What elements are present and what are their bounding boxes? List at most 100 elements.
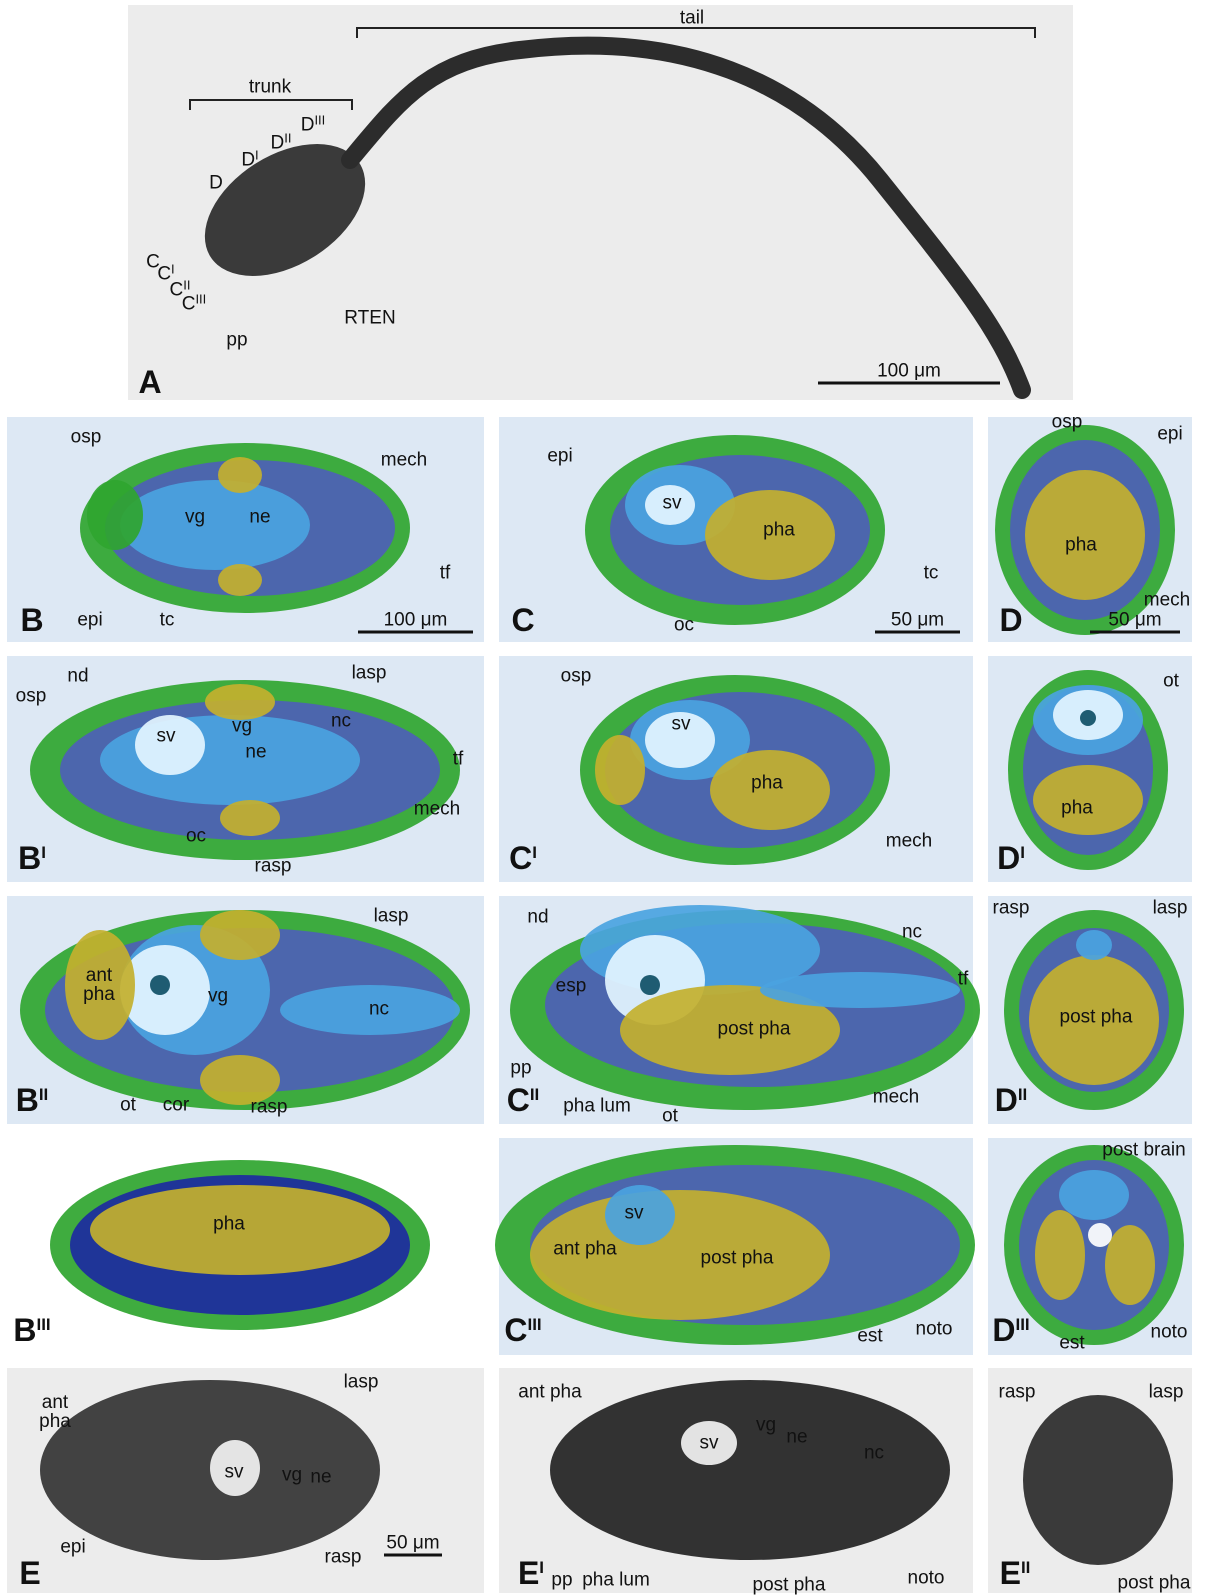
tissue-region xyxy=(1023,1395,1173,1565)
structure-label: est xyxy=(1059,1334,1084,1353)
structure-label: rasp xyxy=(251,1098,288,1117)
structure-label: DIII xyxy=(301,116,326,135)
structure-label: tf xyxy=(958,970,969,989)
structure-label: ant pha xyxy=(35,1393,75,1431)
structure-label: sv xyxy=(672,715,691,734)
label-superscript: I xyxy=(255,148,259,163)
structure-label: osp xyxy=(71,428,102,447)
panel-letter: CIII xyxy=(504,1314,541,1346)
label-superscript: I xyxy=(171,262,175,277)
structure-label: mech xyxy=(381,451,427,470)
label-text: B xyxy=(16,1082,39,1118)
tissue-region xyxy=(120,480,310,570)
structure-label: pp xyxy=(551,1571,572,1590)
structure-label: DII xyxy=(271,134,292,153)
label-superscript: II xyxy=(183,278,190,293)
structure-label: ne xyxy=(249,508,270,527)
label-text: D xyxy=(992,1312,1015,1348)
structure-label: pha xyxy=(763,521,795,540)
panel-letter: CII xyxy=(507,1084,540,1116)
tissue-region xyxy=(1088,1223,1112,1247)
structure-label: est xyxy=(857,1327,882,1346)
structure-label: nc xyxy=(864,1444,884,1463)
tissue-region xyxy=(760,972,960,1008)
label-text: B xyxy=(18,840,41,876)
structure-label: osp xyxy=(561,667,592,686)
tissue-region xyxy=(640,975,660,995)
label-text: E xyxy=(1000,1555,1021,1591)
label-superscript: II xyxy=(39,1085,48,1104)
label-superscript: III xyxy=(36,1315,50,1334)
label-superscript: I xyxy=(1020,843,1025,862)
structure-label: pha xyxy=(1065,536,1097,555)
structure-label: sv xyxy=(625,1204,644,1223)
structure-label: pha lum xyxy=(563,1097,631,1116)
tissue-region xyxy=(595,735,645,805)
label-superscript: III xyxy=(1015,1315,1029,1334)
label-superscript: II xyxy=(1018,1085,1027,1104)
structure-label: tc xyxy=(160,611,175,630)
label-superscript: III xyxy=(314,113,325,128)
scale-bar-label: 50 μm xyxy=(1108,611,1161,630)
label-superscript: II xyxy=(284,131,291,146)
panel-letter: DI xyxy=(997,842,1025,874)
label-text: E xyxy=(518,1555,539,1591)
structure-label: nc xyxy=(902,923,922,942)
structure-label: ant pha xyxy=(518,1383,581,1402)
label-text: D xyxy=(997,840,1020,876)
panel-letter: EII xyxy=(1000,1557,1031,1589)
structure-label: tail xyxy=(680,9,704,28)
structure-label: esp xyxy=(556,977,587,996)
scale-bar-label: 50 μm xyxy=(891,611,944,630)
panel-letter: E xyxy=(19,1557,40,1589)
structure-label: D xyxy=(209,174,223,193)
structure-label: vg xyxy=(208,987,228,1006)
tissue-region xyxy=(1076,930,1112,960)
structure-label: ne xyxy=(245,743,266,762)
structure-label: ot xyxy=(120,1096,136,1115)
structure-label: ne xyxy=(786,1428,807,1447)
tissue-region xyxy=(218,457,262,493)
structure-label: vg xyxy=(232,717,252,736)
structure-label: mech xyxy=(1144,591,1190,610)
structure-label: sv xyxy=(157,727,176,746)
figure: {"panels":[ {"letter":"A","scale_bar":"1… xyxy=(0,0,1227,1593)
label-text: C xyxy=(182,294,196,315)
structure-label: post pha xyxy=(718,1020,791,1039)
structure-label: nd xyxy=(527,908,548,927)
structure-label: tc xyxy=(924,564,939,583)
label-text: B xyxy=(13,1312,36,1348)
structure-label: post pha xyxy=(701,1249,774,1268)
structure-label: oc xyxy=(186,827,206,846)
label-superscript: I xyxy=(539,1558,544,1577)
structure-label: epi xyxy=(60,1538,85,1557)
structure-label: RTEN xyxy=(344,309,395,328)
label-text: C xyxy=(504,1312,527,1348)
structure-label: ot xyxy=(662,1107,678,1126)
structure-label: rasp xyxy=(325,1548,362,1567)
structure-label: sv xyxy=(700,1434,719,1453)
tissue-region xyxy=(550,1380,950,1560)
label-superscript: I xyxy=(532,843,537,862)
structure-label: nd xyxy=(67,667,88,686)
structure-label: pha xyxy=(1061,799,1093,818)
tissue-region xyxy=(218,564,262,596)
label-superscript: II xyxy=(1021,1558,1030,1577)
scale-bar-label: 100 μm xyxy=(877,362,941,381)
tissue-region xyxy=(1059,1170,1129,1220)
structure-label: sv xyxy=(663,494,682,513)
label-text: D xyxy=(995,1082,1018,1118)
structure-label: nc xyxy=(369,1000,389,1019)
label-text: D xyxy=(241,150,255,171)
tissue-region xyxy=(87,480,143,550)
structure-label: epi xyxy=(77,611,102,630)
structure-label: mech xyxy=(414,800,460,819)
structure-label: noto xyxy=(1151,1323,1188,1342)
structure-label: post pha xyxy=(753,1576,826,1595)
structure-label: ant pha xyxy=(553,1240,616,1259)
structure-label: rasp xyxy=(255,857,292,876)
structure-label: lasp xyxy=(1153,899,1188,918)
structure-label: tf xyxy=(440,564,451,583)
structure-label: mech xyxy=(873,1088,919,1107)
panel-letter: DIII xyxy=(992,1314,1029,1346)
